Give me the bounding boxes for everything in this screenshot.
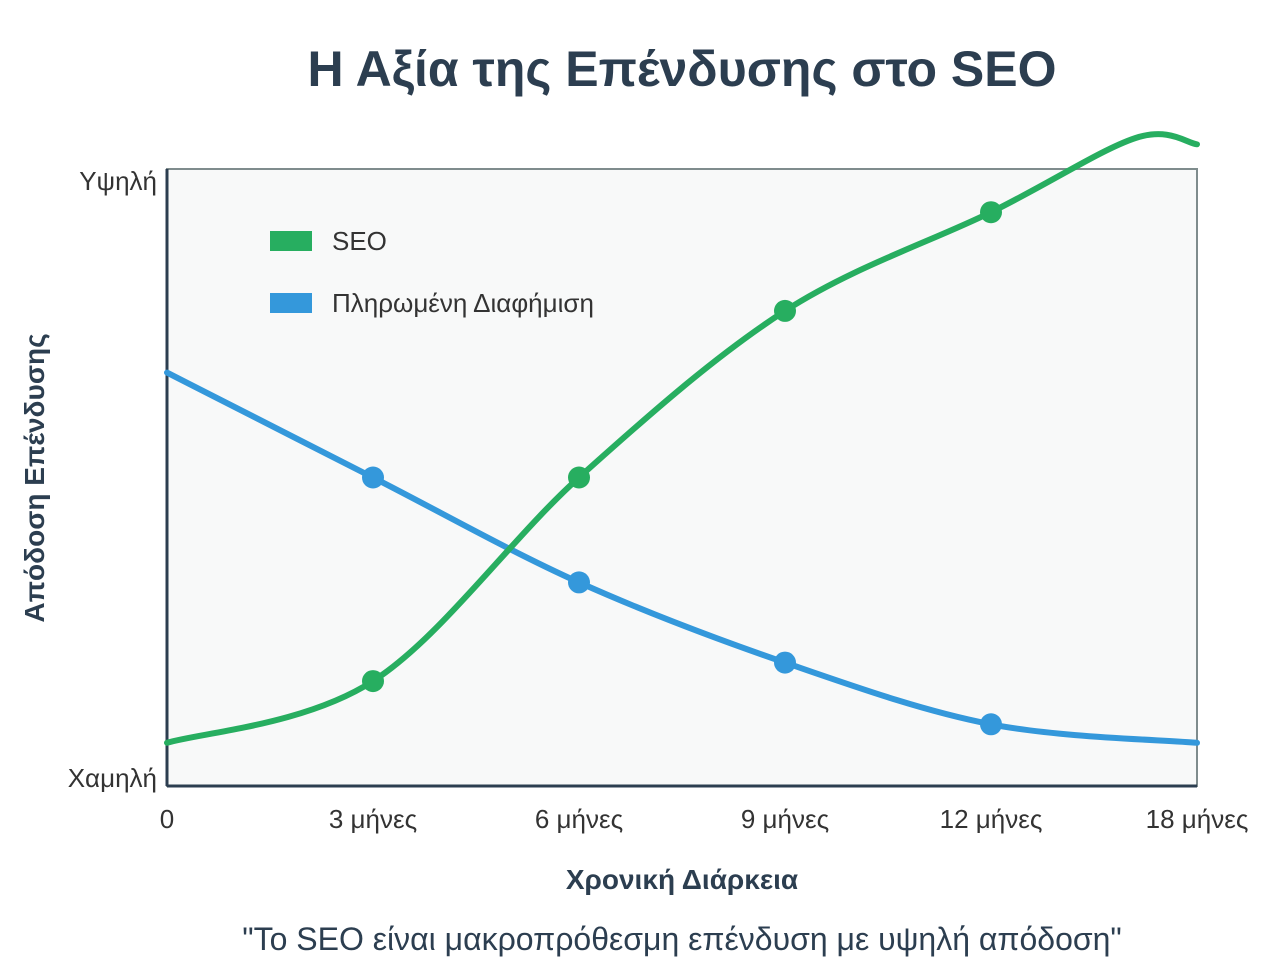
x-axis-title: Χρονική Διάρκεια (566, 864, 798, 895)
seo-point (362, 670, 384, 693)
paid-ads-point (362, 466, 384, 489)
x-tick-label: 9 μήνες (741, 804, 829, 834)
seo-point (980, 201, 1002, 224)
legend-label-paid-ads: Πληρωμένη Διαφήμιση (332, 288, 594, 318)
y-tick-low: Χαμηλή (68, 763, 157, 793)
chart-title: Η Αξία της Επένδυσης στο SEO (308, 41, 1057, 97)
paid-ads-line (164, 369, 1200, 746)
legend: SEO Πληρωμένη Διαφήμιση (270, 226, 594, 318)
caption-quote: "Το SEO είναι μακροπρόθεσμη επένδυση με … (242, 921, 1122, 957)
paid-ads-point (568, 571, 590, 594)
x-tick-labels: 0 3 μήνες 6 μήνες 9 μήνες 12 μήνες 18 μήνες (160, 804, 1249, 834)
x-tick-label: 12 μήνες (940, 804, 1043, 834)
series-layer (164, 131, 1200, 746)
seo-point (568, 466, 590, 489)
x-tick-label: 0 (160, 804, 174, 834)
legend-swatch-paid-ads (270, 293, 312, 313)
legend-swatch-seo (270, 231, 312, 251)
seo-point (774, 299, 796, 322)
paid-ads-point (774, 651, 796, 674)
plot-area (166, 168, 1198, 787)
y-axis-title: Απόδοση Επένδυσης (19, 333, 50, 622)
y-tick-high: Υψηλή (79, 166, 157, 196)
paid-ads-point (980, 713, 1002, 736)
legend-label-seo: SEO (332, 226, 387, 256)
x-tick-label: 3 μήνες (329, 804, 417, 834)
x-tick-label: 6 μήνες (535, 804, 623, 834)
x-tick-label: 18 μήνες (1146, 804, 1249, 834)
